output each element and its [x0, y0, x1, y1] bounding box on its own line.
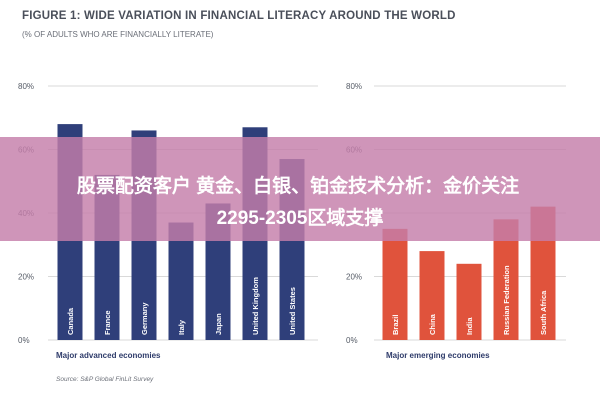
y-tick-label: 0%: [18, 336, 30, 345]
category-label: Germany: [140, 302, 149, 335]
overlay-text-line-2: 2295-2305区域支撑: [216, 208, 384, 229]
overlay-banner: 股票配资客户 黄金、白银、铂金技术分析：金价关注 2295-2305区域支撑: [0, 137, 600, 241]
y-tick-label: 80%: [346, 82, 362, 91]
group-label-advanced: Major advanced economies: [56, 351, 161, 360]
category-label: Canada: [66, 307, 75, 335]
bar-india: [456, 263, 482, 340]
group-label-emerging: Major emerging economies: [386, 351, 490, 360]
category-label: France: [103, 310, 112, 335]
category-label: Japan: [214, 313, 223, 335]
category-label: India: [465, 317, 474, 335]
bar-italy: [168, 222, 194, 340]
y-tick-label: 0%: [346, 336, 358, 345]
y-tick-label: 20%: [346, 273, 362, 282]
y-tick-label: 80%: [18, 82, 34, 91]
category-label: South Africa: [539, 290, 548, 335]
chart-title: FIGURE 1: WIDE VARIATION IN FINANCIAL LI…: [22, 10, 456, 22]
category-label: Brazil: [391, 315, 400, 335]
bar-china: [419, 251, 445, 340]
y-tick-label: 20%: [18, 273, 34, 282]
source-note: Source: S&P Global FinLit Survey: [56, 376, 154, 383]
category-label: China: [428, 313, 437, 335]
bar-brazil: [382, 228, 408, 340]
overlay-text-line-1: 股票配资客户 黄金、白银、铂金技术分析：金价关注: [76, 176, 520, 197]
category-label: Russian Federation: [502, 265, 511, 335]
chart-subtitle: (% OF ADULTS WHO ARE FINANCIALLY LITERAT…: [22, 30, 214, 39]
category-label: United States: [288, 287, 297, 335]
category-label: Italy: [177, 319, 186, 335]
category-label: United Kingdom: [251, 277, 260, 335]
